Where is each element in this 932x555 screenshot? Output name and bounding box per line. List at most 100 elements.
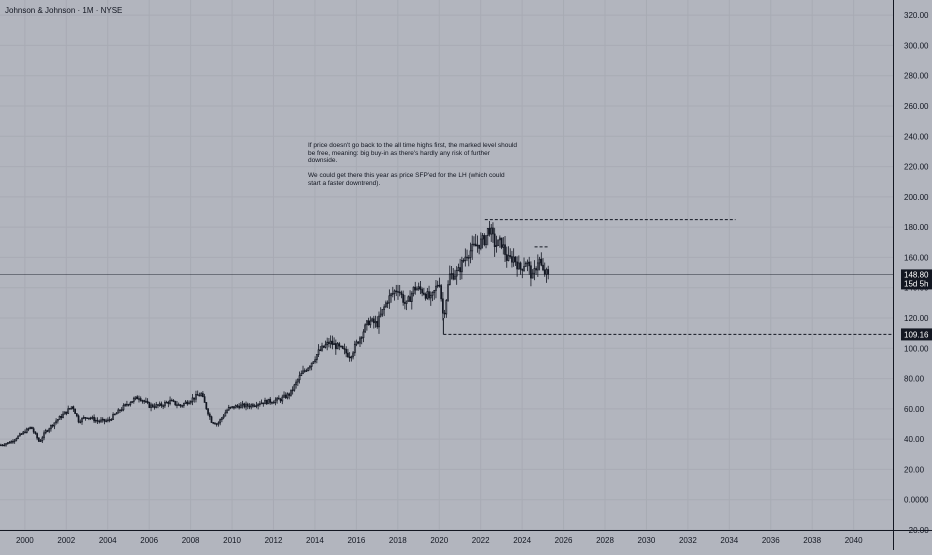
candle-body-up — [391, 293, 394, 295]
candle-body-up — [101, 418, 104, 421]
candle-body-up — [353, 343, 356, 354]
candle-body-up — [350, 356, 353, 359]
candle-body-up — [405, 300, 408, 304]
candle-body-up — [524, 263, 527, 267]
y-tick-label: 200.00 — [904, 193, 929, 202]
candle-body-down — [291, 389, 294, 392]
candle-body-up — [145, 400, 147, 403]
candle-body-down — [157, 404, 159, 406]
candle-body-up — [3, 444, 6, 447]
y-tick-label: 80.00 — [904, 375, 925, 384]
candle-body-down — [96, 419, 99, 422]
candle-body-down — [509, 255, 512, 257]
x-tick-label: 2022 — [472, 536, 490, 545]
candle-body-up — [379, 313, 382, 317]
candle-body-up — [486, 227, 489, 236]
candle-body-down — [404, 302, 406, 304]
candle-body-down — [505, 254, 508, 261]
candle-body-up — [10, 441, 13, 444]
candle-body-down — [136, 396, 139, 400]
current-price-label-bg — [901, 269, 932, 290]
candle-body-up — [138, 398, 140, 400]
candle-body-down — [372, 318, 375, 324]
x-tick-label: 2038 — [803, 536, 821, 545]
candle-body-down — [207, 408, 209, 415]
candle-body-up — [374, 321, 377, 324]
candle-body-down — [174, 400, 177, 406]
candle-body-up — [471, 243, 474, 252]
candle-body-down — [319, 349, 322, 351]
candle-body-down — [504, 244, 506, 255]
candle-body-down — [474, 243, 477, 247]
candle-body-up — [485, 235, 487, 246]
candle-body-down — [31, 426, 33, 430]
candle-body-down — [210, 416, 213, 423]
candle-body-up — [533, 268, 536, 274]
candle-body-up — [253, 405, 256, 407]
candle-body-up — [303, 370, 306, 372]
candle-body-up — [536, 262, 539, 271]
candle-body-up — [22, 431, 25, 435]
x-tick-label: 2028 — [596, 536, 614, 545]
candle-body-up — [132, 398, 135, 402]
candle-body-down — [516, 261, 518, 270]
level-price-label: 109.16 — [904, 330, 929, 339]
candle-body-up — [274, 399, 277, 403]
candle-body-up — [309, 366, 311, 369]
candle-body-up — [464, 256, 467, 261]
candle-body-up — [100, 419, 102, 422]
candle-body-up — [53, 422, 56, 427]
candle-body-up — [447, 284, 449, 301]
candle-body-up — [295, 381, 297, 386]
candle-body-up — [393, 290, 396, 294]
candle-body-down — [238, 405, 241, 409]
candle-body-up — [165, 401, 168, 404]
candle-body-down — [269, 398, 272, 403]
candle-body-down — [442, 298, 444, 314]
candle-body-down — [46, 430, 49, 432]
candle-body-up — [538, 258, 541, 264]
candle-body-up — [67, 408, 70, 414]
candle-body-up — [44, 430, 47, 434]
candle-body-down — [252, 404, 254, 407]
candle-body-up — [333, 343, 335, 346]
candle-body-up — [545, 269, 548, 275]
candle-body-up — [13, 439, 16, 442]
candle-body-up — [29, 426, 32, 429]
candle-body-up — [15, 438, 18, 441]
candle-body-up — [18, 433, 21, 437]
candle-body-down — [205, 402, 208, 410]
candle-body-down — [279, 398, 282, 402]
candle-body-up — [300, 373, 303, 377]
candle-body-up — [307, 367, 310, 371]
candle-body-up — [302, 370, 304, 374]
candle-body-up — [56, 419, 59, 422]
candle-body-down — [511, 256, 513, 263]
candle-body-down — [348, 356, 351, 359]
candle-body-up — [195, 393, 197, 400]
candle-body-up — [134, 396, 137, 399]
candle-body-up — [27, 428, 30, 430]
x-tick-label: 2026 — [555, 536, 573, 545]
candle-body-down — [376, 321, 379, 328]
candle-body-up — [88, 417, 90, 420]
candle-body-up — [58, 415, 61, 420]
candle-body-up — [229, 406, 232, 409]
x-tick-label: 2030 — [638, 536, 656, 545]
x-tick-label: 2016 — [347, 536, 365, 545]
candle-body-down — [20, 433, 23, 435]
candle-body-up — [305, 370, 308, 372]
candle-body-up — [426, 291, 429, 299]
x-tick-label: 2006 — [140, 536, 158, 545]
candle-body-up — [407, 296, 410, 302]
candle-body-up — [523, 266, 525, 271]
candle-body-up — [512, 256, 515, 263]
candle-body-down — [60, 415, 63, 418]
candle-body-up — [0, 444, 2, 447]
candle-body-up — [258, 403, 261, 405]
current-price-label: 148.80 — [904, 270, 929, 279]
candle-body-down — [542, 264, 544, 271]
countdown-label: 15d 5h — [904, 279, 928, 288]
